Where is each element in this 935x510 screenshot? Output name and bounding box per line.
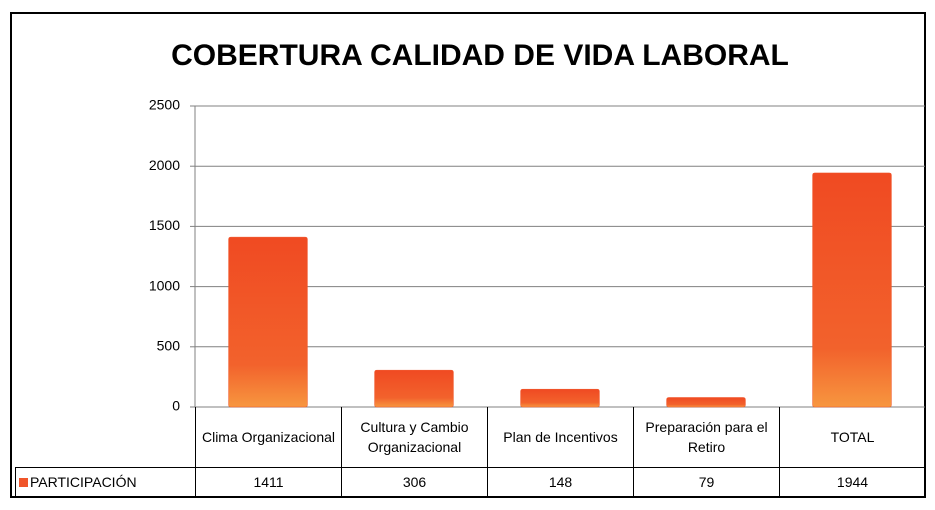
y-tick-label: 1500 [149, 217, 180, 233]
table-value: 79 [633, 467, 779, 497]
chart-title: COBERTURA CALIDAD DE VIDA LABORAL [171, 39, 789, 72]
legend-label: PARTICIPACIÓN [30, 474, 137, 490]
y-tick-label: 2500 [149, 97, 180, 113]
table-value: 1411 [195, 467, 341, 497]
table-border [925, 407, 926, 497]
y-tick-label: 0 [172, 398, 180, 414]
legend-swatch [19, 477, 28, 487]
x-tick-label: TOTAL [779, 407, 925, 467]
x-tick-label: Cultura y Cambio Organizacional [341, 407, 487, 467]
x-tick-label: Plan de Incentivos [487, 407, 633, 467]
bar [228, 236, 308, 408]
x-tick-label: Preparación para el Retiro [633, 407, 779, 467]
chart-frame [10, 12, 926, 498]
table-value: 1944 [779, 467, 925, 497]
y-tick-label: 500 [157, 338, 181, 354]
table-value: 306 [341, 467, 487, 497]
y-tick-label: 2000 [149, 157, 180, 173]
bar [374, 369, 454, 408]
bar [666, 397, 746, 408]
table-value: 148 [487, 467, 633, 497]
legend-cell: PARTICIPACIÓN [15, 467, 195, 497]
bar [520, 388, 600, 408]
bar [812, 172, 892, 408]
x-tick-label: Clima Organizacional [195, 407, 341, 467]
y-tick-label: 1000 [149, 277, 180, 293]
